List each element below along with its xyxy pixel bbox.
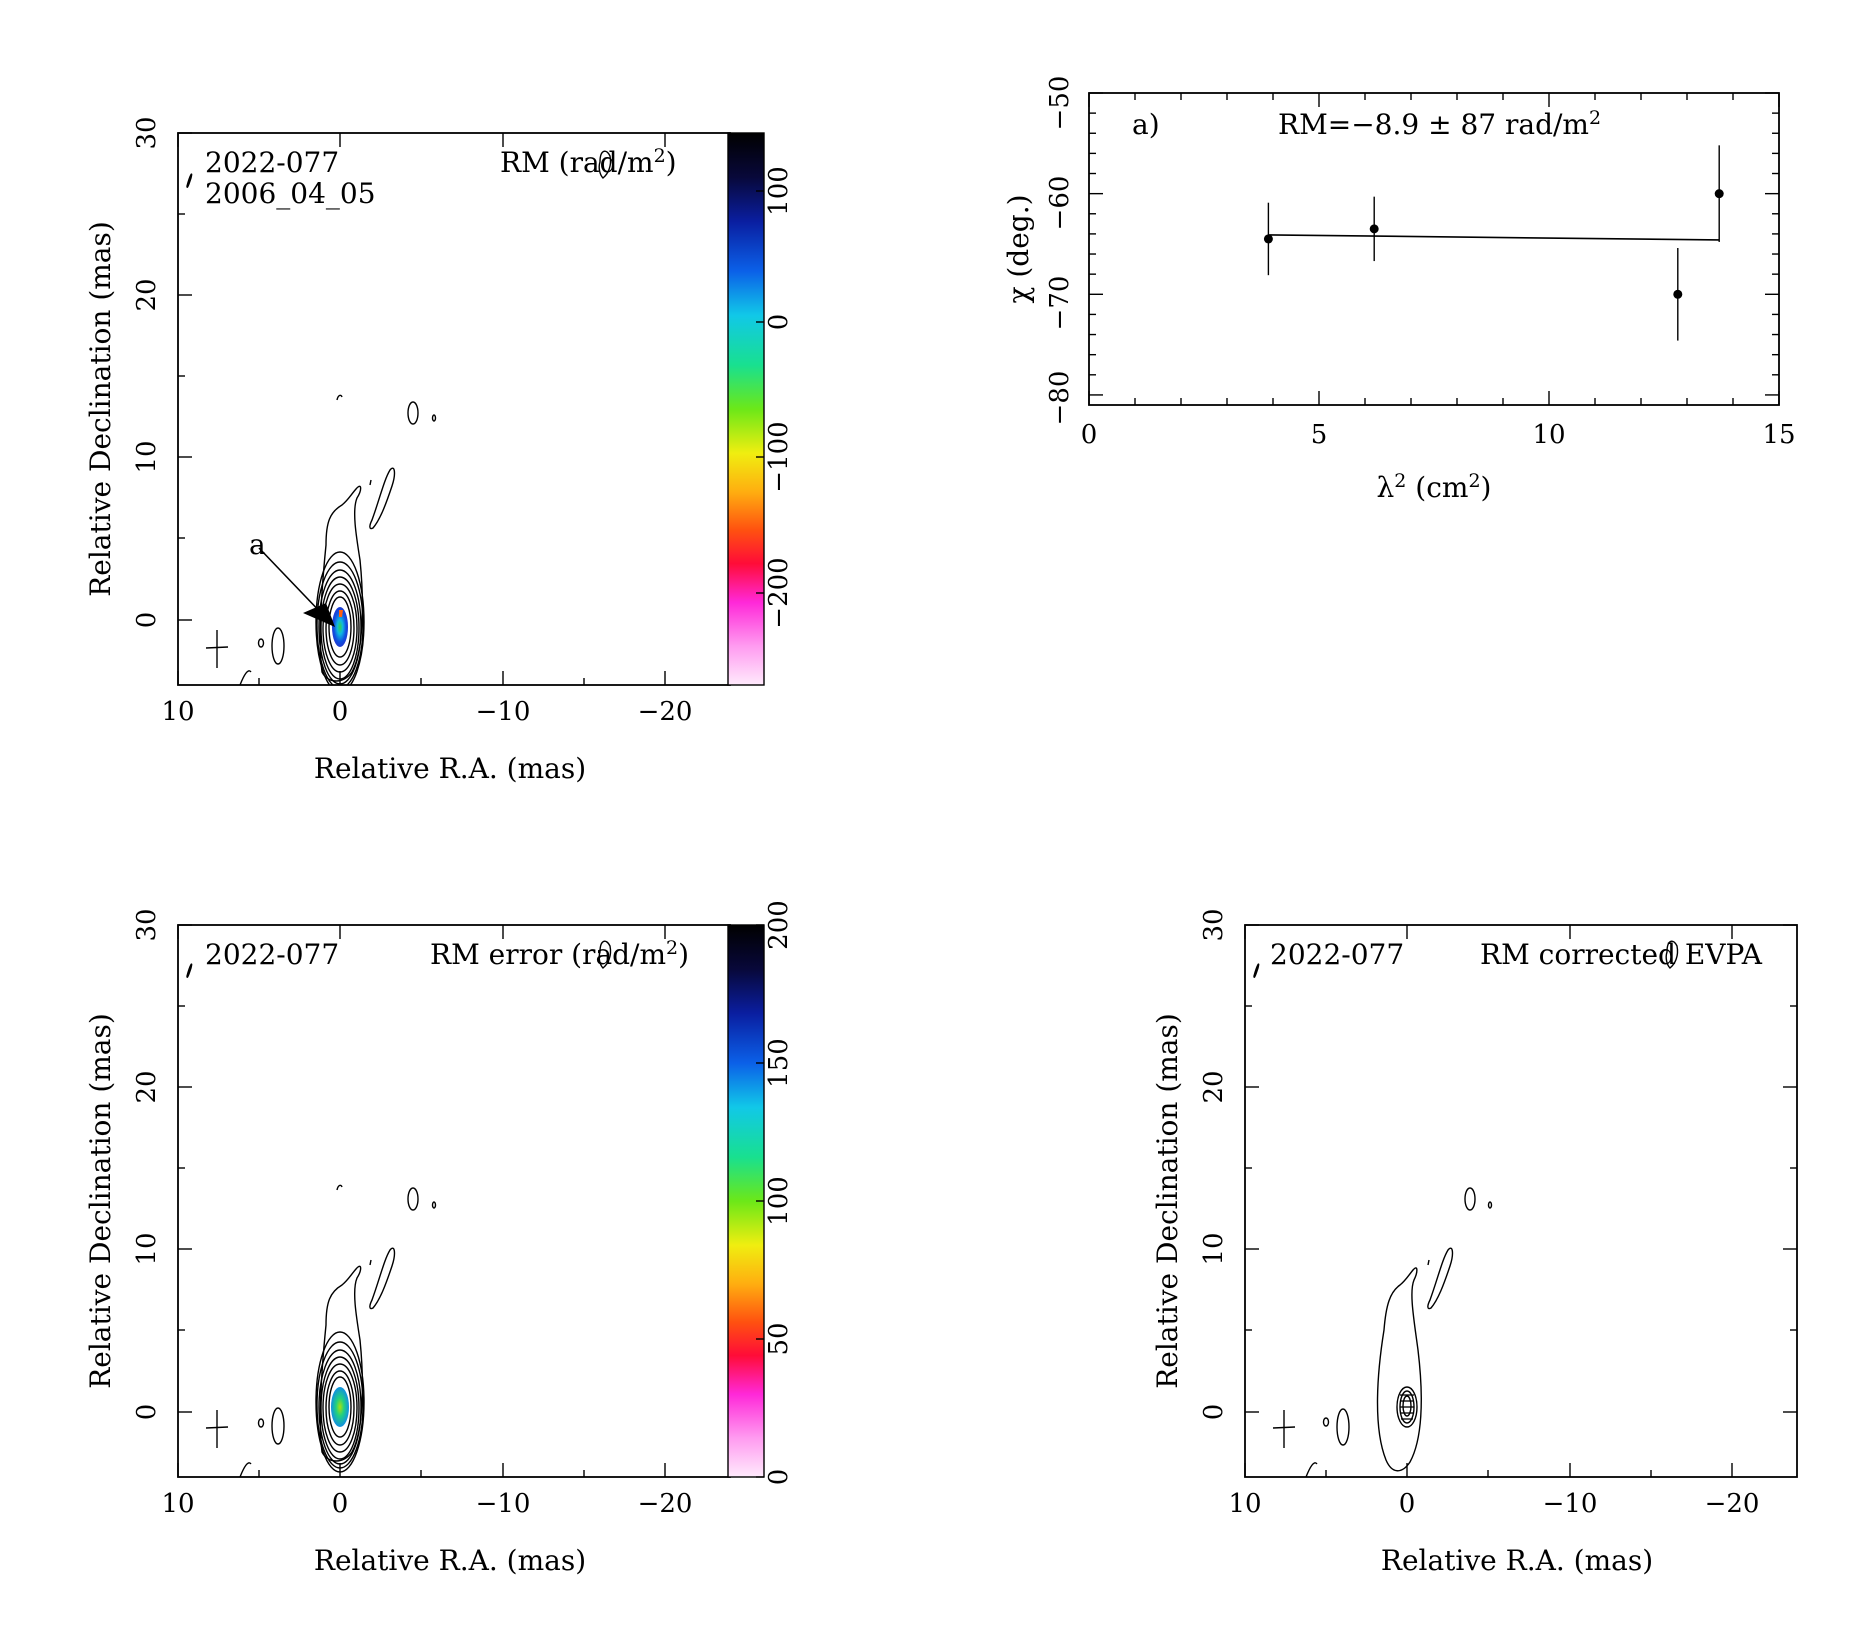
x-tick-label: 5 bbox=[1311, 420, 1328, 450]
y-axis-label: Relative Declination (mas) bbox=[84, 221, 117, 597]
y-axis-label: Relative Declination (mas) bbox=[1151, 1013, 1184, 1389]
rm-annotation: RM=−8.9 ± 87 rad/m2 bbox=[1278, 107, 1601, 141]
rm-error-map-ticks bbox=[177, 924, 666, 1477]
colorbar-tick-label: −200 bbox=[764, 557, 794, 628]
evpa-vectors bbox=[1400, 1394, 1414, 1420]
rm-map-contours bbox=[186, 150, 612, 685]
source-name: 2022-077 bbox=[205, 938, 339, 971]
y-tick-label: −80 bbox=[1045, 371, 1075, 426]
x-tick-label: 0 bbox=[1081, 420, 1098, 450]
data-point bbox=[1673, 289, 1683, 299]
y-tick-label: 30 bbox=[132, 908, 162, 941]
quantity-label: RM error (rad/m2) bbox=[430, 937, 689, 971]
y-tick-label: 10 bbox=[1199, 1232, 1229, 1265]
colorbar-tick-label: 100 bbox=[764, 1176, 794, 1226]
rm-error-colorbar-ticks bbox=[756, 924, 764, 1478]
x-axis-label: Relative R.A. (mas) bbox=[314, 752, 586, 785]
y-tick-label: 20 bbox=[132, 1070, 162, 1103]
y-tick-label: 10 bbox=[132, 1232, 162, 1265]
x-axis-label: λ2 (cm2) bbox=[1377, 470, 1492, 504]
marker-label: a bbox=[249, 528, 266, 561]
x-tick-label: −10 bbox=[476, 1489, 531, 1519]
x-tick-label: −10 bbox=[476, 697, 531, 727]
x-tick-label: −20 bbox=[1705, 1489, 1760, 1519]
data-point bbox=[1714, 189, 1724, 199]
x-axis-label: Relative R.A. (mas) bbox=[1381, 1544, 1653, 1577]
x-tick-label: −20 bbox=[638, 1489, 693, 1519]
rm-colorbar bbox=[727, 132, 765, 686]
y-tick-label: 20 bbox=[132, 278, 162, 311]
observation-date: 2006_04_05 bbox=[205, 177, 376, 210]
x-tick-label: 10 bbox=[1228, 1489, 1261, 1519]
x-tick-label: 0 bbox=[332, 1489, 349, 1519]
y-tick-label: 10 bbox=[132, 440, 162, 473]
y-tick-label: 30 bbox=[1199, 908, 1229, 941]
y-tick-label: −70 bbox=[1045, 276, 1075, 331]
x-tick-label: 0 bbox=[332, 697, 349, 727]
y-tick-label: −60 bbox=[1045, 176, 1075, 231]
source-name: 2022-077 bbox=[1270, 938, 1404, 971]
rm-fit-frame bbox=[1088, 92, 1780, 406]
source-name: 2022-077 bbox=[205, 146, 339, 179]
rm-map-core bbox=[332, 607, 348, 647]
y-tick-label: 30 bbox=[132, 116, 162, 149]
colorbar-tick-label: 0 bbox=[764, 1469, 794, 1486]
evpa-map-frame bbox=[1244, 924, 1798, 1478]
beam-cross bbox=[1272, 1410, 1296, 1448]
rm-error-map-contours bbox=[186, 940, 612, 1477]
rm-fit-ticks bbox=[1088, 92, 1780, 405]
x-tick-label: 10 bbox=[161, 1489, 194, 1519]
data-point bbox=[1369, 224, 1379, 234]
x-tick-label: −10 bbox=[1543, 1489, 1598, 1519]
y-tick-label: 0 bbox=[132, 1404, 162, 1421]
colorbar-tick-label: 200 bbox=[764, 900, 794, 950]
rm-fit-panel: a) RM=−8.9 ± 87 rad/m2 0 5 10 15 −50 −60… bbox=[1002, 76, 1796, 504]
y-tick-label: −50 bbox=[1045, 76, 1075, 131]
rm-map-panel: a 2022-077 2006_04_05 RM (rad/m2) 10 0 −… bbox=[84, 116, 794, 785]
y-axis-label: Relative Declination (mas) bbox=[84, 1013, 117, 1389]
rm-map-ticks bbox=[177, 132, 666, 685]
x-tick-label: 15 bbox=[1762, 420, 1795, 450]
y-tick-label: 0 bbox=[132, 612, 162, 629]
quantity-label: RM (rad/m2) bbox=[500, 145, 677, 179]
rm-map-core-red bbox=[339, 610, 343, 617]
evpa-map-panel: 2022-077 RM corrected EVPA 10 0 −10 −20 … bbox=[1151, 908, 1798, 1577]
x-tick-label: 10 bbox=[161, 697, 194, 727]
y-tick-label: 0 bbox=[1199, 1404, 1229, 1421]
colorbar-tick-label: 100 bbox=[764, 166, 794, 216]
rm-colorbar-ticks bbox=[756, 190, 764, 594]
rm-error-map-frame bbox=[177, 924, 731, 1478]
y-tick-label: 20 bbox=[1199, 1070, 1229, 1103]
evpa-map-contours bbox=[1253, 940, 1679, 1477]
fit-line bbox=[1268, 234, 1720, 241]
beam-cross bbox=[205, 630, 229, 668]
data-point bbox=[1263, 234, 1273, 244]
panel-label: a) bbox=[1132, 108, 1160, 141]
x-tick-label: −20 bbox=[638, 697, 693, 727]
colorbar-tick-label: 50 bbox=[764, 1322, 794, 1355]
x-tick-label: 0 bbox=[1399, 1489, 1416, 1519]
marker-arrow: a bbox=[249, 528, 335, 627]
rm-error-map-panel: 2022-077 RM error (rad/m2) 10 0 −10 −20 … bbox=[84, 900, 794, 1577]
y-axis-label: χ (deg.) bbox=[1002, 194, 1035, 303]
quantity-label: RM corrected EVPA bbox=[1480, 938, 1763, 971]
rm-map-frame bbox=[177, 132, 731, 686]
rm-error-map-core bbox=[331, 1387, 349, 1427]
x-axis-label: Relative R.A. (mas) bbox=[314, 1544, 586, 1577]
colorbar-tick-label: −100 bbox=[764, 421, 794, 492]
x-tick-label: 10 bbox=[1532, 420, 1565, 450]
beam-cross bbox=[205, 1410, 229, 1448]
colorbar-tick-label: 0 bbox=[764, 314, 794, 331]
rm-fit-marks bbox=[1263, 145, 1724, 341]
evpa-map-ticks bbox=[1244, 924, 1797, 1477]
colorbar-tick-label: 150 bbox=[764, 1038, 794, 1088]
